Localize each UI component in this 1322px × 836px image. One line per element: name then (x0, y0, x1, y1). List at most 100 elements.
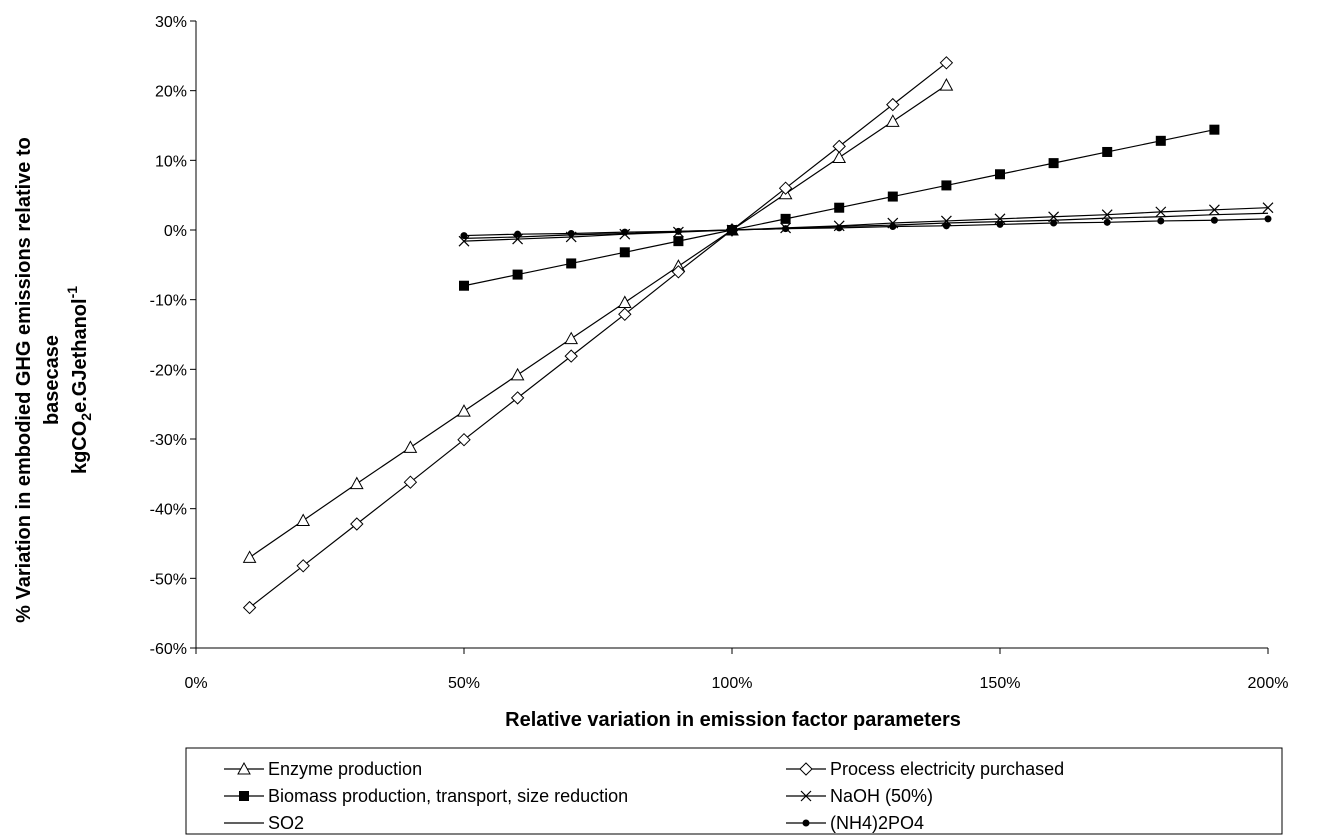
data-point (941, 180, 952, 191)
data-point (564, 331, 579, 345)
legend-marker (800, 790, 812, 802)
axes (195, 21, 1268, 649)
legend-label: Enzyme production (268, 759, 422, 779)
legend-items: Enzyme production Process electricity pur… (224, 759, 1064, 833)
x-tick-label: 200% (1248, 675, 1289, 692)
data-point (887, 191, 898, 202)
data-point (403, 440, 418, 453)
data-point (673, 236, 684, 247)
data-point (296, 513, 311, 527)
data-point (564, 349, 578, 363)
data-point (349, 476, 364, 490)
series-0 (242, 78, 954, 563)
y-axis-title-line1: % Variation in embodied GHG emissions re… (13, 137, 35, 623)
data-point (832, 139, 846, 154)
x-tick-label: 100% (712, 675, 753, 692)
series-1 (242, 56, 954, 615)
y-tick-label: -40% (150, 502, 187, 519)
data-point (1102, 146, 1113, 157)
data-point (1155, 206, 1167, 218)
data-point (459, 280, 469, 291)
data-point (1262, 202, 1274, 214)
x-tick-label: 150% (980, 675, 1021, 692)
data-point (567, 229, 575, 237)
y-tick-label: 10% (155, 153, 187, 170)
legend-label: Biomass production, transport, size redu… (268, 786, 628, 806)
data-point (671, 265, 686, 279)
data-point (780, 213, 791, 224)
x-tick-label: 50% (448, 675, 480, 692)
series-line (463, 212, 1269, 239)
data-point (996, 220, 1004, 228)
series-line (463, 207, 1269, 242)
legend-label: Process electricity purchased (830, 759, 1064, 779)
x-axis-title: Relative variation in emission factor pa… (505, 709, 961, 731)
data-point (621, 228, 629, 236)
data-point (889, 223, 897, 231)
legend-item: (NH4)2PO4 (786, 813, 924, 833)
data-point (350, 517, 364, 531)
y-unit-sub: 2 (78, 413, 94, 421)
data-point (940, 215, 952, 227)
y-axis-title-unit: kgCO2e.GJethanol-1 (64, 286, 94, 474)
data-point (457, 432, 471, 447)
data-point (778, 181, 793, 195)
series-line (463, 218, 1269, 237)
data-point (512, 269, 523, 280)
y-axis-title-line2: basecase (41, 335, 63, 425)
x-tick-label: 0% (184, 675, 207, 692)
data-point (942, 222, 950, 230)
legend-marker (239, 791, 249, 801)
legend-item: Process electricity purchased (786, 759, 1064, 779)
data-point (995, 169, 1005, 180)
data-point (296, 559, 310, 573)
data-point (510, 391, 525, 405)
legend-item: Biomass production, transport, size redu… (224, 786, 628, 806)
legend-item: SO2 (224, 813, 304, 833)
data-point (460, 232, 468, 240)
data-point (514, 230, 522, 238)
data-point (1210, 216, 1218, 224)
series-4 (463, 212, 1269, 239)
legend-label: NaOH (50%) (830, 786, 933, 806)
y-tick-label: -30% (150, 432, 187, 449)
data-point (886, 97, 900, 112)
y-ticks: -60% -50% -40% -30% -20% -10% 0% 10% 20% 30% (150, 14, 196, 658)
data-point (939, 78, 954, 91)
y-tick-label: 30% (155, 14, 187, 31)
y-tick-label: -20% (150, 362, 187, 379)
data-point (619, 247, 630, 258)
data-point (512, 233, 524, 245)
data-point (1264, 215, 1272, 223)
data-point (457, 404, 471, 417)
legend-item: Enzyme production (224, 759, 422, 779)
y-unit-sup: -1 (64, 286, 80, 299)
y-axis-title: % Variation in embodied GHG emissions re… (13, 137, 94, 623)
data-point (885, 114, 900, 127)
data-point (1209, 124, 1220, 135)
legend-marker (802, 819, 810, 827)
series-5 (460, 215, 1272, 240)
data-point (1208, 204, 1220, 216)
data-point (939, 56, 954, 70)
data-point (242, 600, 257, 615)
legend-label: SO2 (268, 813, 304, 833)
data-point (1050, 219, 1058, 227)
data-point (510, 367, 525, 381)
series-line (249, 62, 947, 609)
data-point (1103, 218, 1111, 226)
series-line (249, 84, 947, 558)
data-point (242, 550, 257, 563)
data-point (617, 295, 632, 308)
data-point (618, 307, 632, 322)
data-point (832, 150, 847, 164)
x-ticks: 0% 50% 100% 150% 200% (184, 648, 1288, 692)
data-point (403, 475, 418, 489)
data-point (1048, 158, 1059, 169)
data-point (728, 226, 736, 234)
plot-series (242, 56, 1274, 615)
data-point (674, 227, 682, 235)
data-point (835, 224, 843, 232)
legend: Enzyme production Process electricity pur… (185, 747, 1283, 835)
